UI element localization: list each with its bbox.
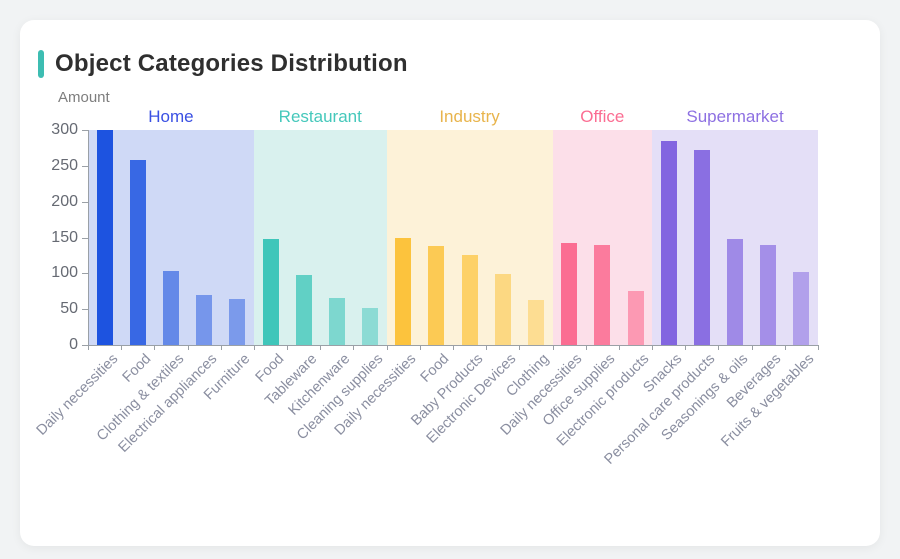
group-label-supermarket: Supermarket xyxy=(686,107,784,126)
bar-supermarket-personal-care-products[interactable] xyxy=(693,150,710,345)
y-tick-mark xyxy=(82,309,88,311)
x-tick-mark xyxy=(818,345,819,350)
y-axis-line xyxy=(88,130,89,345)
x-tick-mark xyxy=(486,345,488,350)
title-row: Object Categories Distribution xyxy=(38,50,408,78)
x-tick-mark xyxy=(187,345,189,350)
bar-restaurant-cleaning-supplies[interactable] xyxy=(362,308,379,345)
y-tick-label-250: 250 xyxy=(51,156,78,174)
x-tick-mark xyxy=(121,345,123,350)
x-tick-mark xyxy=(552,345,554,350)
group-label-restaurant: Restaurant xyxy=(278,107,362,126)
x-tick-mark xyxy=(784,345,786,350)
x-tick-mark xyxy=(751,345,753,350)
bar-industry-food[interactable] xyxy=(428,246,445,345)
x-tick-mark xyxy=(652,345,654,350)
x-tick-mark xyxy=(685,345,687,350)
x-tick-mark xyxy=(220,345,222,350)
x-tick-mark xyxy=(419,345,421,350)
y-tick-label-200: 200 xyxy=(51,192,78,210)
title-accent-bar-icon xyxy=(38,50,44,78)
bar-office-office-supplies[interactable] xyxy=(594,245,611,345)
chart-card: Object Categories Distribution Amount Ho… xyxy=(20,20,880,546)
y-tick-label-300: 300 xyxy=(51,121,78,138)
group-label-home: Home xyxy=(148,107,194,126)
y-tick-mark xyxy=(82,165,88,167)
bar-supermarket-beverages[interactable] xyxy=(760,244,777,345)
x-tick-mark xyxy=(519,345,521,350)
y-tick-mark xyxy=(82,345,88,346)
bar-home-furniture[interactable] xyxy=(229,299,246,345)
x-tick-mark xyxy=(287,345,289,350)
bar-supermarket-seasonings-oils[interactable] xyxy=(727,238,744,345)
y-tick-label-150: 150 xyxy=(51,228,78,246)
y-tick-label-50: 50 xyxy=(60,300,78,318)
bar-industry-clothing[interactable] xyxy=(527,299,544,345)
bar-supermarket-fruits-vegetables[interactable] xyxy=(793,271,810,345)
bar-industry-electronic-devices[interactable] xyxy=(494,274,511,345)
bar-home-electrical-appliances[interactable] xyxy=(196,294,213,345)
bar-industry-baby-products[interactable] xyxy=(461,254,478,345)
bar-home-clothing-textiles[interactable] xyxy=(162,271,179,345)
group-label-office: Office xyxy=(580,107,625,126)
y-tick-mark xyxy=(82,237,88,239)
bar-industry-daily-necessities[interactable] xyxy=(395,237,412,345)
group-label-industry: Industry xyxy=(439,107,500,126)
x-tick-mark xyxy=(353,345,355,350)
bar-home-food[interactable] xyxy=(129,160,146,345)
x-tick-mark xyxy=(253,345,255,350)
x-tick-mark xyxy=(154,345,156,350)
page-title: Object Categories Distribution xyxy=(55,50,408,77)
bar-restaurant-food[interactable] xyxy=(262,238,279,345)
x-tick-mark xyxy=(585,345,587,350)
y-tick-mark xyxy=(82,273,88,275)
x-tick-mark xyxy=(718,345,720,350)
bar-office-electronic-products[interactable] xyxy=(627,291,644,345)
x-tick-mark xyxy=(453,345,454,350)
x-tick-mark xyxy=(386,345,388,350)
bar-home-daily-necessities[interactable] xyxy=(96,130,113,345)
y-tick-label-0: 0 xyxy=(69,336,78,353)
bar-supermarket-snacks[interactable] xyxy=(660,140,677,345)
x-tick-mark xyxy=(320,345,322,350)
y-tick-mark xyxy=(82,201,88,203)
bar-restaurant-tableware[interactable] xyxy=(295,275,312,345)
bar-restaurant-kitchenware[interactable] xyxy=(328,298,345,345)
x-tick-mark xyxy=(618,345,620,350)
y-tick-label-100: 100 xyxy=(51,264,78,282)
y-axis-title: Amount xyxy=(58,89,110,106)
bar-office-daily-necessities[interactable] xyxy=(561,243,578,345)
x-tick-mark xyxy=(88,345,89,350)
y-tick-mark xyxy=(82,130,88,131)
